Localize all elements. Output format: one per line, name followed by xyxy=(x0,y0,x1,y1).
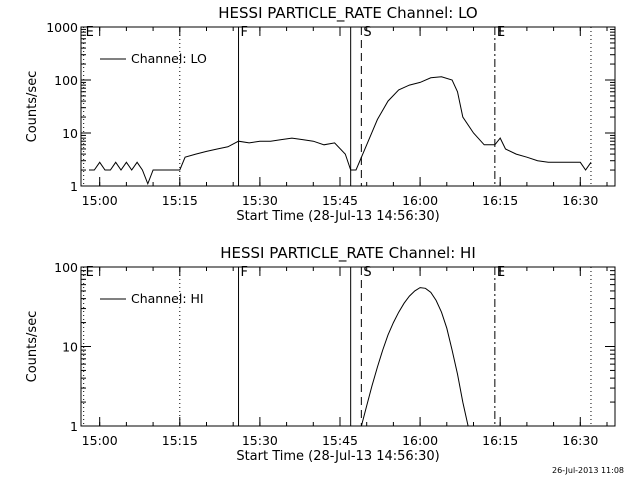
y-tick-label: 100 xyxy=(54,260,78,275)
y-tick-label: 100 xyxy=(54,73,78,88)
y-tick-label: 10 xyxy=(62,340,78,355)
x-tick-label: 15:15 xyxy=(162,193,198,208)
series-line-1 xyxy=(89,76,592,186)
event-marker-label: F xyxy=(241,265,248,280)
event-marker-label: E xyxy=(497,25,505,40)
plot-frame xyxy=(80,26,616,187)
y-tick-label: 10 xyxy=(62,126,78,141)
event-marker-label: E xyxy=(86,265,94,280)
y-tick-label: 1 xyxy=(70,419,78,434)
x-tick-label: 15:30 xyxy=(242,193,278,208)
x-tick-label: 15:15 xyxy=(162,433,198,448)
y-tick-label: 1 xyxy=(70,179,78,194)
x-tick-label: 16:15 xyxy=(482,193,518,208)
x-tick-label: 15:45 xyxy=(322,433,358,448)
x-tick-label: 16:00 xyxy=(402,193,438,208)
event-marker-label: S xyxy=(363,25,371,40)
x-tick-label: 16:30 xyxy=(562,433,598,448)
event-marker-label: S xyxy=(363,265,371,280)
chart-panel-2: HESSI PARTICLE_RATE Channel: HI 15:00 15:1… xyxy=(25,244,616,464)
x-tick-label: 16:15 xyxy=(482,433,518,448)
x-tick-label: 16:30 xyxy=(562,193,598,208)
chart-title: HESSI PARTICLE_RATE Channel: LO xyxy=(218,4,477,23)
chart-panel-1: HESSI PARTICLE_RATE Channel: LO 15:00 15:1… xyxy=(25,4,616,224)
event-marker-label: F xyxy=(241,25,248,40)
y-axis-label: Counts/sec xyxy=(25,311,40,383)
footer-timestamp: 26-Jul-2013 11:08 xyxy=(552,466,625,475)
x-tick-label: 15:00 xyxy=(82,193,118,208)
chart-title: HESSI PARTICLE_RATE Channel: HI xyxy=(220,244,476,263)
x-axis-label: Start Time (28-Jul-13 14:56:30) xyxy=(236,449,439,464)
x-tick-label: 16:00 xyxy=(402,433,438,448)
event-marker-label: E xyxy=(86,25,94,40)
legend-label: Channel: HI xyxy=(131,291,204,306)
y-tick-label: 1000 xyxy=(46,20,78,35)
series-line-1 xyxy=(360,287,469,427)
x-tick-label: 15:45 xyxy=(322,193,358,208)
legend-label: Channel: LO xyxy=(131,51,207,66)
x-axis-label: Start Time (28-Jul-13 14:56:30) xyxy=(236,209,439,224)
x-tick-label: 15:00 xyxy=(82,433,118,448)
event-marker-label: E xyxy=(497,265,505,280)
x-tick-label: 15:30 xyxy=(242,433,278,448)
y-axis-label: Counts/sec xyxy=(25,71,40,143)
